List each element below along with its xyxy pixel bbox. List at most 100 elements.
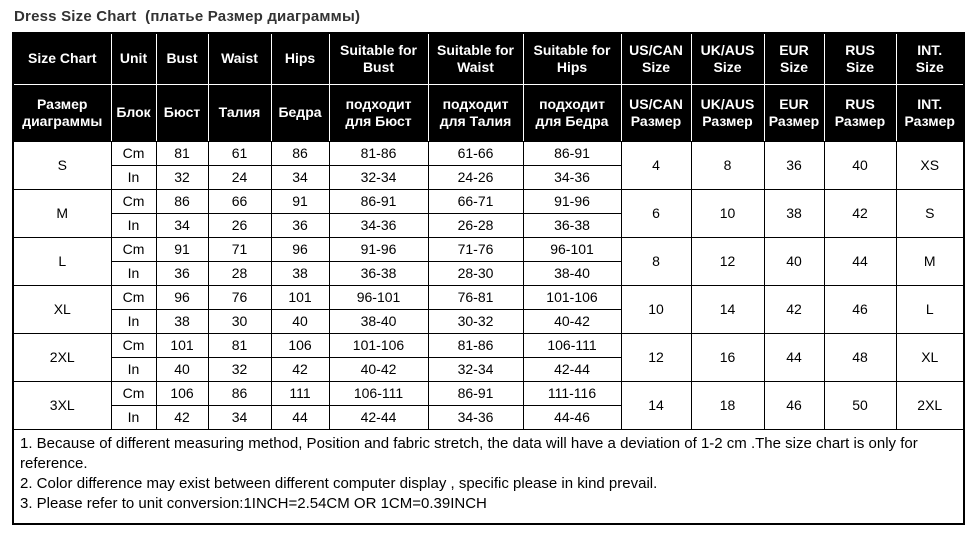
size-label-cell: S (12, 141, 112, 190)
table-row: L Cm 91 71 96 91-96 71-76 96-101 8 12 40… (12, 237, 965, 286)
value-cell: 42-44 (328, 405, 429, 430)
value-cell: 30-32 (427, 309, 524, 334)
unit-cell: In (110, 165, 157, 190)
value-cell: 81-86 (427, 333, 524, 358)
table-row: XL Cm 96 76 101 96-101 76-81 101-106 10 … (12, 285, 965, 334)
intl-size-cell: 8 (690, 141, 765, 190)
value-cell: 101 (155, 333, 209, 358)
value-cell: 81 (155, 141, 209, 166)
header-bust: Bust (155, 32, 209, 85)
header-unit-ru: Блок (110, 84, 157, 142)
unit-cell: In (110, 357, 157, 382)
intl-size-cell: 12 (620, 333, 692, 382)
value-cell: 86 (270, 141, 330, 166)
intl-size-cell: 50 (823, 381, 897, 430)
value-cell: 86-91 (522, 141, 622, 166)
value-cell: 86-91 (328, 189, 429, 214)
value-cell: 91 (155, 237, 209, 262)
value-cell: 66-71 (427, 189, 524, 214)
value-cell: 61-66 (427, 141, 524, 166)
intl-size-cell: 12 (690, 237, 765, 286)
value-cell: 36 (270, 213, 330, 238)
page-title: Dress Size Chart (платье Размер диаграмм… (14, 8, 361, 25)
value-cell: 86 (155, 189, 209, 214)
header-suitable-bust: Suitable for Bust (328, 32, 429, 85)
intl-size-cell: XS (895, 141, 965, 190)
intl-size-cell: 44 (823, 237, 897, 286)
notes-section: 1. Because of different measuring method… (12, 429, 965, 525)
header-size-chart-ru: Размер диаграммы (12, 84, 112, 142)
value-cell: 32 (155, 165, 209, 190)
intl-size-cell: 18 (690, 381, 765, 430)
table-row: 2XL Cm 101 81 106 101-106 81-86 106-111 … (12, 333, 965, 382)
value-cell: 76-81 (427, 285, 524, 310)
table-row: 3XL Cm 106 86 111 106-111 86-91 111-116 … (12, 381, 965, 430)
unit-cell: Cm (110, 333, 157, 358)
unit-cell: Cm (110, 285, 157, 310)
value-cell: 34-36 (522, 165, 622, 190)
table-row: S Cm 81 61 86 81-86 61-66 86-91 4 8 36 4… (12, 141, 965, 190)
header-int-ru: INT. Размер (895, 84, 965, 142)
header-int: INT. Size (895, 32, 965, 85)
value-cell: 26 (207, 213, 272, 238)
value-cell: 34-36 (427, 405, 524, 430)
header-unit: Unit (110, 32, 157, 85)
header-uk-aus: UK/AUS Size (690, 32, 765, 85)
header-suitable-hips-ru: подходит для Бедра (522, 84, 622, 142)
intl-size-cell: 46 (763, 381, 825, 430)
value-cell: 81-86 (328, 141, 429, 166)
value-cell: 40-42 (522, 309, 622, 334)
unit-cell: Cm (110, 141, 157, 166)
value-cell: 44-46 (522, 405, 622, 430)
intl-size-cell: 10 (690, 189, 765, 238)
value-cell: 111 (270, 381, 330, 406)
value-cell: 42 (270, 357, 330, 382)
intl-size-cell: 40 (823, 141, 897, 190)
value-cell: 96 (155, 285, 209, 310)
unit-cell: Cm (110, 189, 157, 214)
header-suitable-bust-ru: подходит для Бюст (328, 84, 429, 142)
intl-size-cell: 10 (620, 285, 692, 334)
header-uk-aus-ru: UK/AUS Размер (690, 84, 765, 142)
table-row: In 32 24 34 32-34 24-26 34-36 (13, 165, 964, 190)
header-hips: Hips (270, 32, 330, 85)
size-label-cell: XL (12, 285, 112, 334)
header-waist-ru: Талия (207, 84, 272, 142)
intl-size-cell: 14 (690, 285, 765, 334)
value-cell: 40-42 (328, 357, 429, 382)
intl-size-cell: M (895, 237, 965, 286)
value-cell: 38-40 (328, 309, 429, 334)
intl-size-cell: 16 (690, 333, 765, 382)
unit-cell: Cm (110, 381, 157, 406)
value-cell: 44 (270, 405, 330, 430)
intl-size-cell: 14 (620, 381, 692, 430)
size-label-cell: L (12, 237, 112, 286)
table-row: M Cm 86 66 91 86-91 66-71 91-96 6 10 38 … (12, 189, 965, 238)
header-us-can-ru: US/CAN Размер (620, 84, 692, 142)
value-cell: 32-34 (328, 165, 429, 190)
value-cell: 40 (155, 357, 209, 382)
value-cell: 66 (207, 189, 272, 214)
header-waist: Waist (207, 32, 272, 85)
unit-cell: In (110, 309, 157, 334)
note-1: 1. Because of different measuring method… (20, 435, 918, 472)
value-cell: 26-28 (427, 213, 524, 238)
value-cell: 76 (207, 285, 272, 310)
value-cell: 42-44 (522, 357, 622, 382)
value-cell: 96-101 (328, 285, 429, 310)
table-header: Size Chart Unit Bust Waist Hips Suitable… (12, 32, 965, 142)
value-cell: 106 (155, 381, 209, 406)
note-2: 2. Color difference may exist between di… (20, 475, 658, 492)
value-cell: 106-111 (328, 381, 429, 406)
header-suitable-hips: Suitable for Hips (522, 32, 622, 85)
value-cell: 34 (155, 213, 209, 238)
value-cell: 36 (155, 261, 209, 286)
value-cell: 38-40 (522, 261, 622, 286)
unit-cell: In (110, 213, 157, 238)
intl-size-cell: 2XL (895, 381, 965, 430)
value-cell: 106 (270, 333, 330, 358)
intl-size-cell: 38 (763, 189, 825, 238)
intl-size-cell: 4 (620, 141, 692, 190)
table-row: In 34 26 36 34-36 26-28 36-38 (13, 213, 964, 238)
